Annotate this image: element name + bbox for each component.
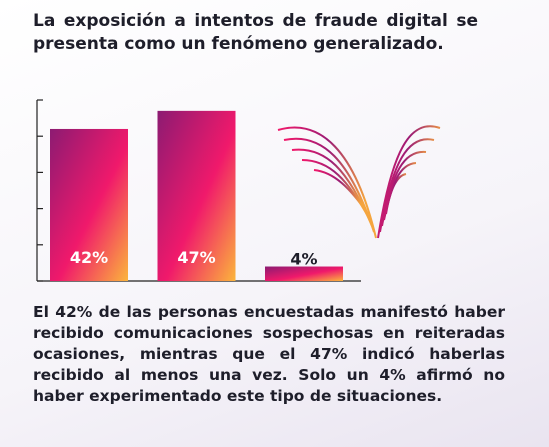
logo — [277, 125, 441, 239]
value-label: 47% — [177, 248, 215, 267]
bar — [50, 128, 128, 281]
bar — [157, 110, 236, 281]
value-label: 42% — [70, 248, 108, 267]
value-label: 4% — [290, 250, 317, 269]
description: El 42% de las personas encuestadas manif… — [33, 303, 505, 405]
bar — [265, 266, 343, 281]
chart-title: La exposición a intentos de fraude digit… — [33, 11, 478, 54]
